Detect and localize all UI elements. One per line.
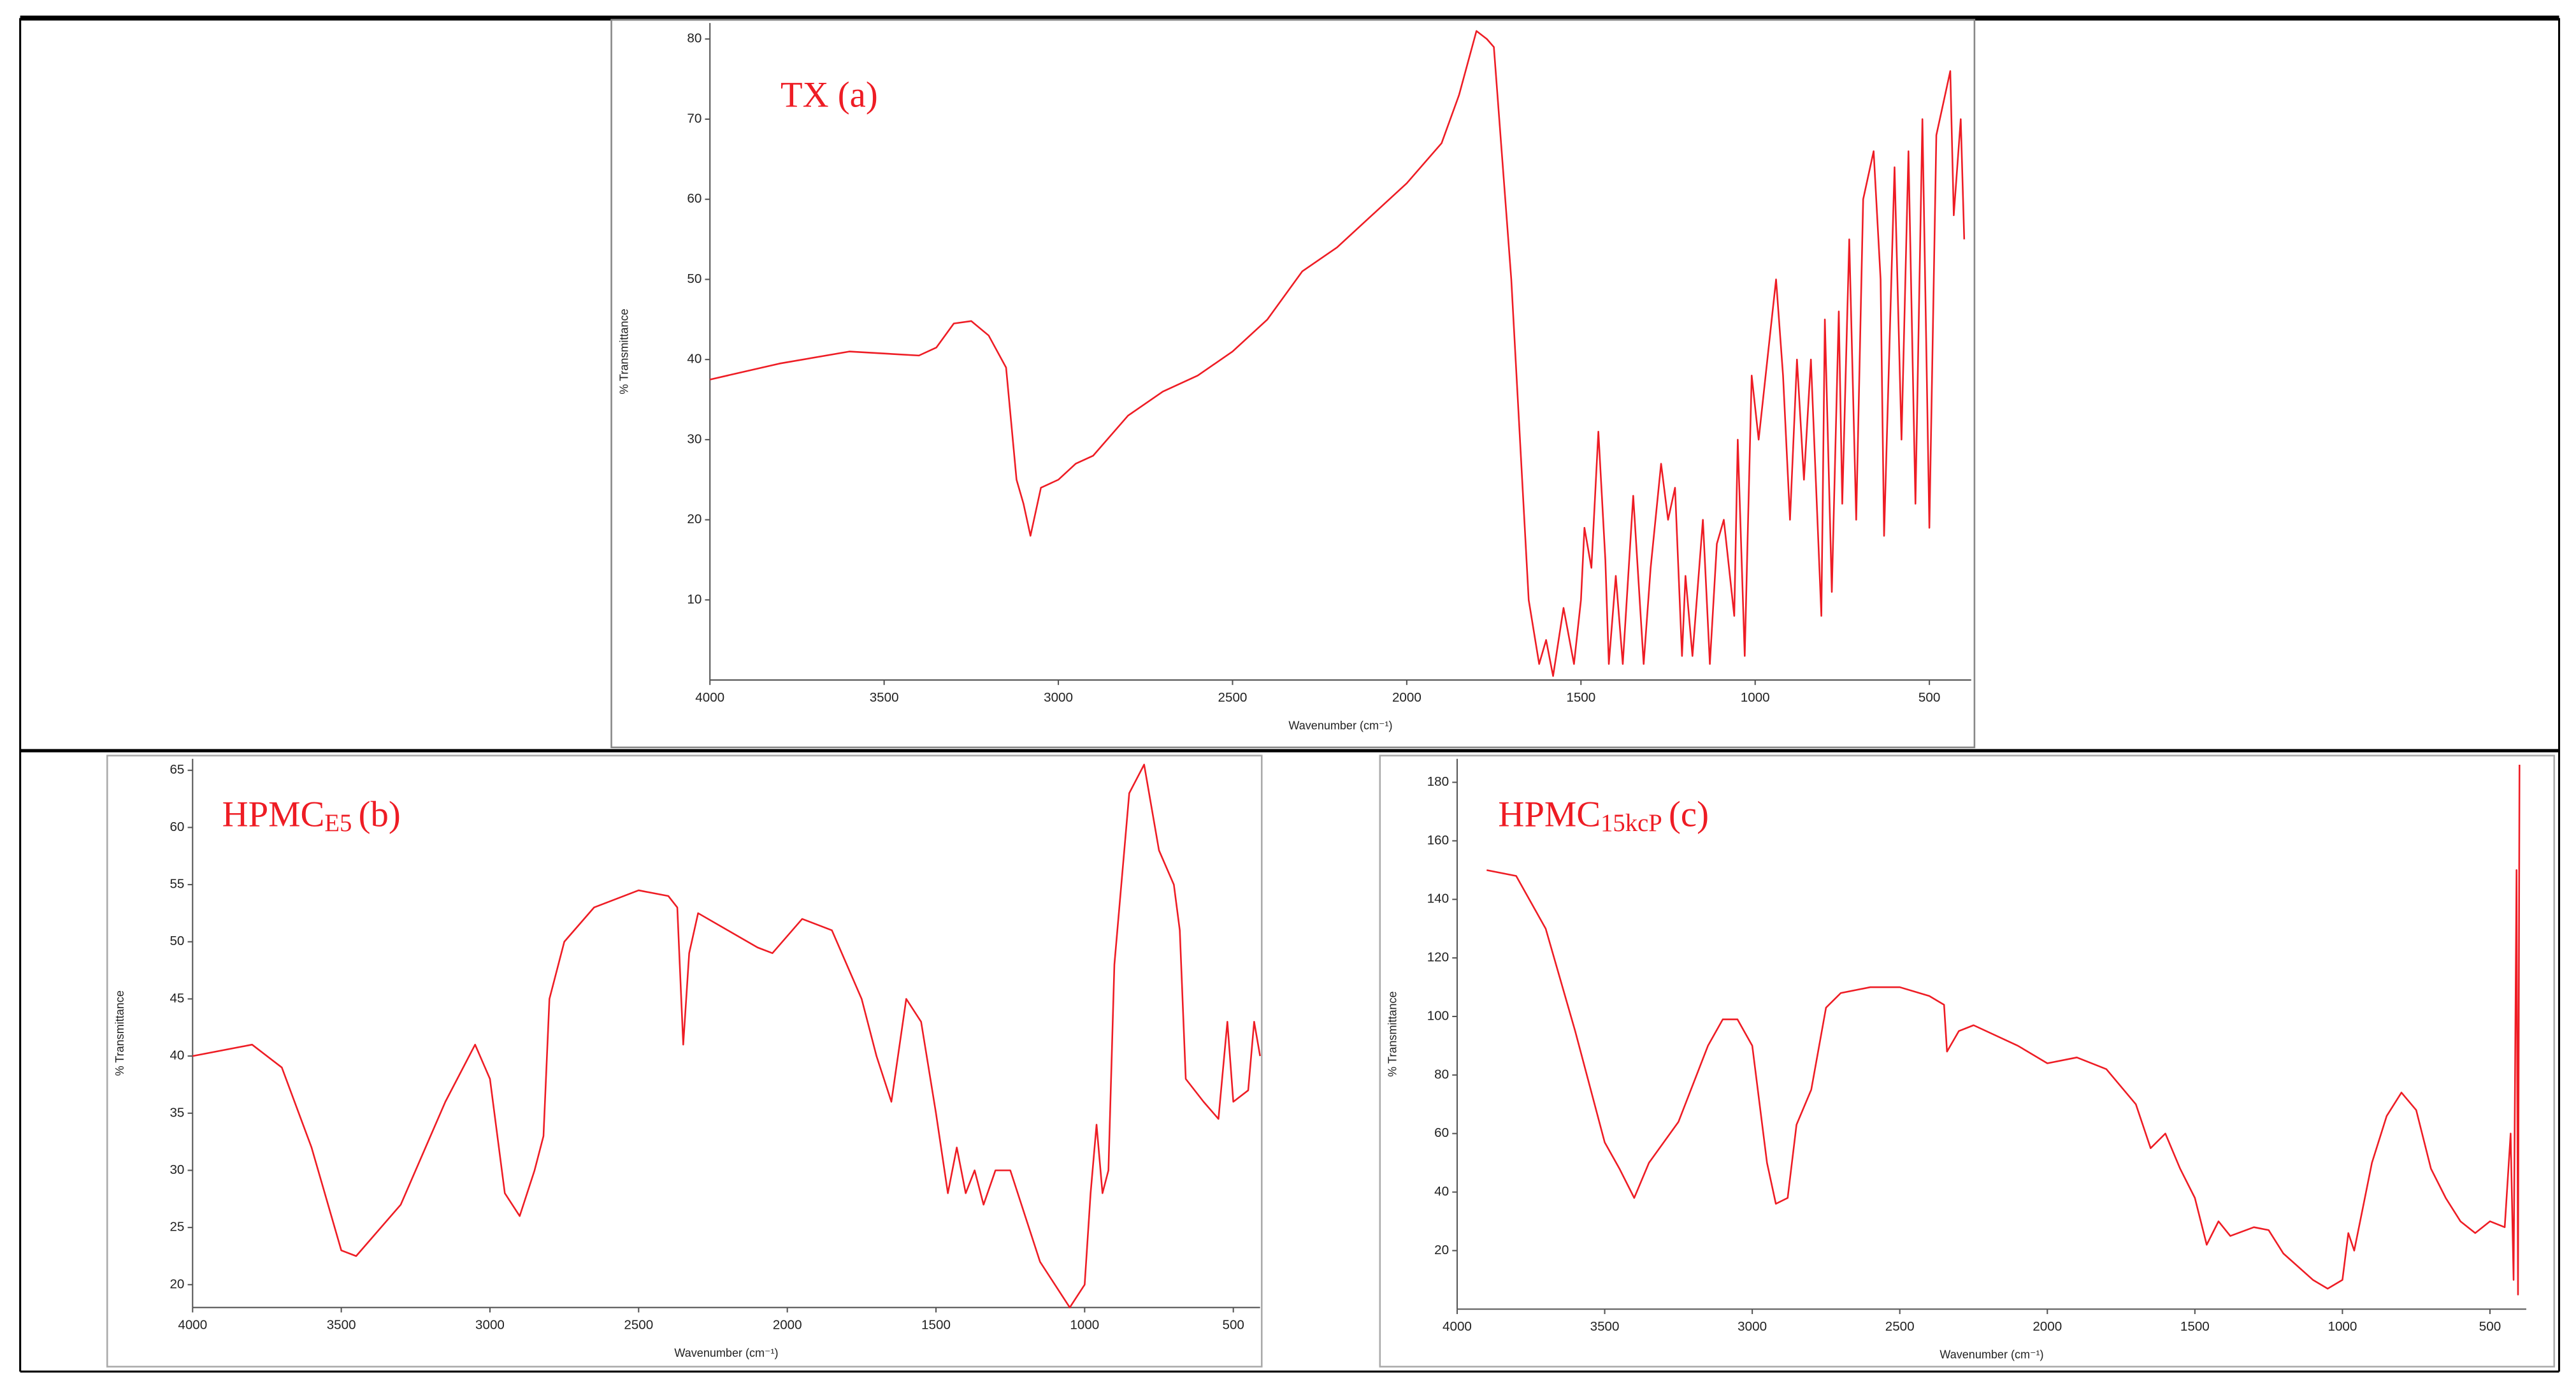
y-tick-label: 160 (1427, 833, 1449, 848)
y-tick-label: 70 (687, 111, 702, 126)
x-tick-label: 1000 (1741, 690, 1770, 705)
y-axis-label: % Transmittance (1386, 991, 1399, 1076)
y-tick-label: 35 (169, 1105, 184, 1120)
title-main: TX (a) (781, 75, 878, 115)
x-tick-label: 2500 (624, 1318, 653, 1333)
x-axis-label: Wavenumber (cm⁻¹) (1939, 1348, 2043, 1361)
y-tick-label: 40 (1434, 1184, 1449, 1199)
x-tick-label: 3000 (475, 1318, 505, 1333)
x-tick-label: 2000 (2033, 1319, 2062, 1334)
x-tick-label: 3500 (327, 1318, 356, 1333)
chart: 20 40 60 80 100 120 140 160 180 4000 3500 3000 2500 2… (1386, 758, 2526, 1361)
x-tick-label: 4000 (695, 690, 724, 705)
title-tag: (c) (1669, 794, 1709, 834)
y-tick-label: 20 (169, 1276, 184, 1291)
y-tick-label: 60 (169, 820, 184, 834)
chart-title: HPMCE5 (b) (222, 794, 401, 837)
y-tick-label: 65 (169, 762, 184, 777)
x-tick-label: 3000 (1738, 1319, 1767, 1334)
x-tick-label: 3000 (1044, 690, 1073, 705)
y-tick-label: 55 (169, 877, 184, 892)
title-subscript: E5 (324, 810, 352, 837)
y-tick-label: 80 (1434, 1067, 1449, 1081)
frame (19, 15, 2561, 1373)
title-main: HPMC (1498, 794, 1601, 834)
chart: 20 25 30 35 40 45 50 55 60 65 4000 3500 3000 2500 2000… (113, 758, 1261, 1359)
x-tick-label: 500 (1918, 690, 1940, 705)
x-axis-label: Wavenumber (cm⁻¹) (1288, 719, 1392, 732)
x-tick-label: 1500 (1566, 690, 1595, 705)
x-tick-label: 4000 (178, 1318, 207, 1333)
y-tick-label: 60 (1434, 1125, 1449, 1140)
x-tick-label: 1500 (2180, 1319, 2210, 1334)
y-tick-label: 30 (169, 1162, 184, 1177)
panel-box (106, 755, 1263, 1368)
y-tick-label: 40 (687, 352, 702, 366)
y-tick-label: 100 (1427, 1008, 1449, 1023)
x-tick-label: 500 (2479, 1319, 2501, 1334)
chart-title: HPMC15kcP (c) (1498, 794, 1709, 837)
x-tick-label: 1500 (921, 1318, 951, 1333)
y-tick-label: 20 (687, 512, 702, 526)
y-tick-label: 50 (687, 271, 702, 286)
y-tick-label: 40 (169, 1048, 184, 1063)
y-axis-label: % Transmittance (617, 308, 630, 394)
spectrum-line (192, 763, 1261, 1308)
panel-box (610, 18, 1976, 749)
x-tick-label: 2500 (1885, 1319, 1915, 1334)
panel-box (1379, 755, 2556, 1368)
x-tick-label: 1000 (1070, 1318, 1099, 1333)
y-tick-label: 140 (1427, 892, 1449, 906)
y-tick-label: 25 (169, 1220, 184, 1234)
x-tick-label: 2000 (1392, 690, 1421, 705)
y-tick-label: 30 (687, 431, 702, 446)
y-tick-label: 180 (1427, 774, 1449, 789)
title-subscript: 15kcP (1601, 810, 1662, 837)
y-tick-label: 80 (687, 31, 702, 46)
y-tick-label: 60 (687, 191, 702, 206)
y-tick-label: 120 (1427, 950, 1449, 965)
chart-title: TX (a) (781, 75, 878, 115)
x-tick-label: 4000 (1443, 1319, 1472, 1334)
spectrum-line (1486, 764, 2521, 1296)
chart: 10 20 30 40 50 60 70 80 4000 3500 3000 2500 2000 1500… (617, 23, 1971, 732)
x-tick-label: 3500 (870, 690, 899, 705)
title-main: HPMC (222, 794, 325, 834)
spectrum-line (709, 30, 1966, 677)
x-tick-label: 2000 (773, 1318, 802, 1333)
title-tag: (b) (359, 794, 401, 834)
y-tick-label: 50 (169, 934, 184, 948)
x-axis-label: Wavenumber (cm⁻¹) (674, 1347, 778, 1359)
x-tick-label: 500 (1222, 1318, 1244, 1333)
y-tick-label: 10 (687, 592, 702, 607)
x-tick-label: 1000 (2328, 1319, 2357, 1334)
y-tick-label: 45 (169, 991, 184, 1006)
x-tick-label: 3500 (1590, 1319, 1620, 1334)
y-axis-label: % Transmittance (113, 990, 126, 1076)
y-tick-label: 20 (1434, 1243, 1449, 1257)
x-tick-label: 2500 (1218, 690, 1248, 705)
